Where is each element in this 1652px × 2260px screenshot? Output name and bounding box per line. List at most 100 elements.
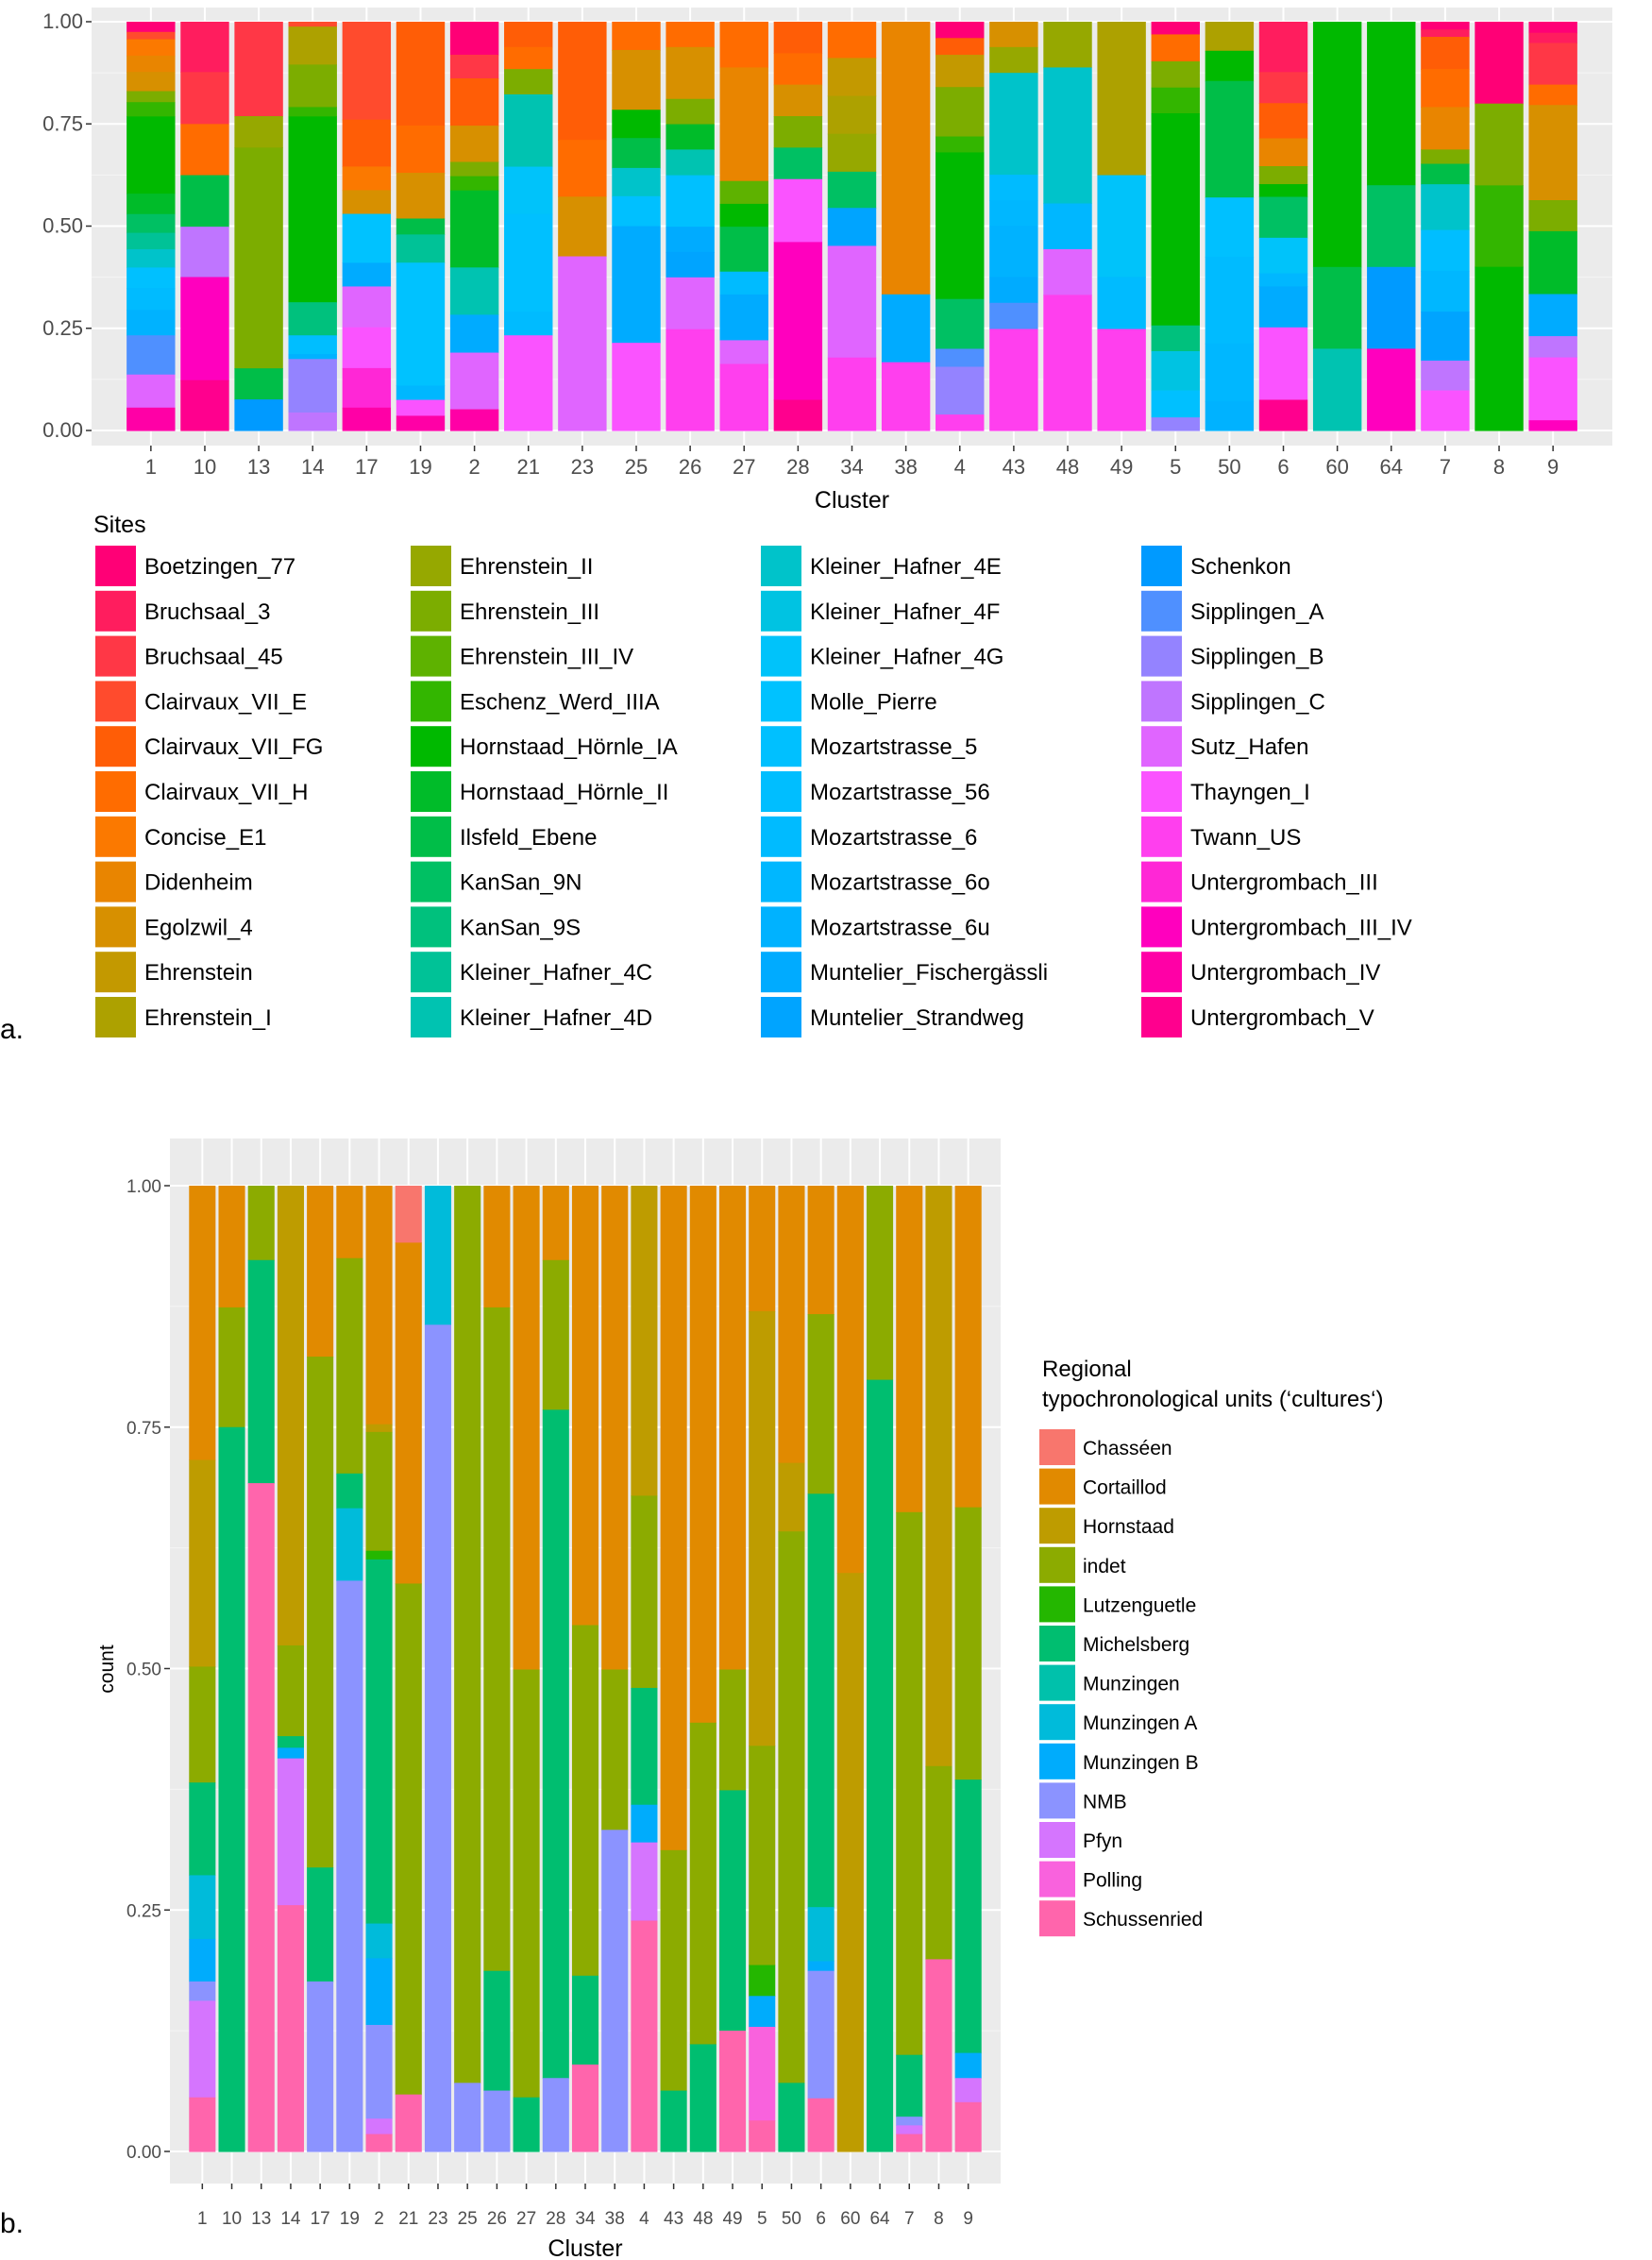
bar-segment-kansan-9s <box>288 302 337 336</box>
legend-item-culture: Cortaillod <box>1039 1468 1167 1505</box>
legend-key-swatch <box>1039 1782 1075 1819</box>
x-tick-label: 13 <box>251 2209 271 2229</box>
bar-segment-clairvaux-vii-h <box>558 140 607 197</box>
bar-segment-egolzwil-4 <box>1528 105 1577 201</box>
x-tick-label: 26 <box>679 455 701 479</box>
bar-cluster-60 <box>836 1186 864 2152</box>
bar-segment-nmb <box>896 2117 923 2126</box>
bar-segment-untergrombach-iv <box>449 409 499 431</box>
bar-segment-muntelier-fischerg-ssli <box>666 227 715 253</box>
bar-segment-cortaillod <box>513 1186 540 1671</box>
bar-segment-hornstaad-h-rnle-ii <box>126 194 176 215</box>
legend-item-site: Kleiner_Hafner_4G <box>761 635 1003 677</box>
bar-segment-indet <box>749 1746 776 1966</box>
bar-cluster-27 <box>719 22 768 431</box>
legend-item-culture: Munzingen <box>1039 1664 1180 1701</box>
bar-cluster-23 <box>558 22 607 431</box>
bar-segment-mozartstrasse-6u <box>288 354 337 360</box>
bar-cluster-43 <box>660 1186 687 2152</box>
legend-item-culture: NMB <box>1039 1782 1127 1819</box>
bar-segment-clairvaux-vii-h <box>1151 34 1200 62</box>
bar-segment-indet <box>867 1186 894 1381</box>
bar-segment-bruchsaal-3 <box>1258 22 1308 73</box>
bar-cluster-17 <box>307 1186 334 2152</box>
bar-cluster-26 <box>666 22 715 431</box>
bar-segment-hornstaad-h-rnle-ia <box>1312 22 1362 268</box>
bar-segment-schenkon <box>1367 266 1416 349</box>
legend-item-site: Sipplingen_A <box>1141 590 1323 632</box>
bar-segment-cortaillod <box>749 1186 776 1312</box>
bar-cluster-14 <box>288 22 337 431</box>
bar-cluster-19 <box>396 22 446 431</box>
bar-segment-michelsberg <box>718 1790 747 2032</box>
bar-cluster-28 <box>542 1186 569 2152</box>
bar-segment-eschenz-werd-iiia <box>449 176 499 192</box>
bar-segment-ehrenstein-iii <box>288 64 337 109</box>
legend-item-site: Boetzingen_77 <box>95 546 295 586</box>
bar-segment-bruchsaal-45 <box>1258 72 1308 104</box>
bar-segment-didenheim <box>126 55 176 73</box>
bar-segment-eschenz-werd-iiia <box>936 136 985 154</box>
x-tick-label: 38 <box>894 455 917 479</box>
bar-segment-egolzwil-4 <box>449 126 499 163</box>
bar-segment-thayngen-i <box>773 178 823 243</box>
bar-segment-clairvaux-vii-fg <box>396 22 446 126</box>
bar-segment-michelsberg <box>631 1687 658 1806</box>
bar-segment-michelsberg <box>896 2054 923 2117</box>
bar-cluster-7 <box>896 1186 923 2152</box>
y-tick-label: 1.00 <box>126 1177 161 1197</box>
bar-segment-hornstaad-h-rnle-ii <box>1528 230 1577 295</box>
legend-key-swatch <box>411 997 451 1037</box>
bar-segment-hornstaad <box>778 1462 805 1532</box>
legend-title-sites: Sites <box>93 512 146 538</box>
bar-cluster-26 <box>483 1186 511 2152</box>
bar-cluster-5 <box>1151 22 1200 431</box>
legend-item-site: Sutz_Hafen <box>1141 726 1308 767</box>
bar-segment-sutz-hafen <box>342 286 392 329</box>
bar-segment-michelsberg <box>778 2083 805 2152</box>
bar-segment-egolzwil-4 <box>558 196 607 258</box>
bar-segment-clairvaux-vii-fg <box>1421 37 1470 70</box>
bar-segment-indet <box>601 1669 629 1830</box>
bar-segment-mozartstrasse-6o <box>1043 203 1092 250</box>
bar-segment-twann-us <box>989 329 1038 431</box>
bar-segment-ilsfeld-ebene <box>612 138 661 169</box>
bar-cluster-34 <box>571 1186 599 2152</box>
legend-label: Lutzenguetle <box>1083 1594 1196 1616</box>
bar-segment-cortaillod <box>571 1186 599 1627</box>
legend-key-swatch <box>411 906 451 948</box>
bar-segment-ilsfeld-ebene <box>396 218 446 235</box>
bar-segment-clairvaux-vii-fg <box>1258 103 1308 140</box>
bar-segment-hornstaad-h-rnle-ia <box>612 110 661 139</box>
legend-key-swatch <box>411 816 451 857</box>
x-tick-label: 27 <box>516 2209 536 2229</box>
bar-segment-didenheim <box>1258 138 1308 167</box>
bar-segment-kleiner-hafner-4e <box>612 167 661 197</box>
bar-segment-indet <box>660 1849 687 2092</box>
x-tick-label: 50 <box>1218 455 1240 479</box>
legend-label: Michelsberg <box>1083 1634 1189 1656</box>
legend-item-culture: Chasséen <box>1039 1429 1172 1465</box>
legend-key-swatch <box>1039 1861 1075 1897</box>
bar-segment-eschenz-werd-iiia <box>1475 185 1524 268</box>
bar-segment-nmb <box>336 1580 363 2152</box>
legend-item-site: Clairvaux_VII_H <box>95 771 308 812</box>
legend-item-site: Muntelier_Strandweg <box>761 997 1024 1037</box>
bar-segment-michelsberg <box>277 1736 304 1748</box>
legend-item-site: Untergrombach_V <box>1141 997 1374 1037</box>
bar-segment-untergrombach-v <box>1258 399 1308 431</box>
bar-segment-eschenz-werd-iiia <box>126 102 176 117</box>
bar-segment-mozartstrasse-6 <box>126 288 176 311</box>
legend-label: Bruchsaal_3 <box>144 599 270 625</box>
bar-segment-kansan-9n <box>1258 196 1308 239</box>
bar-segment-indet <box>336 1257 363 1475</box>
bar-segment-eschenz-werd-iiia <box>1151 87 1200 114</box>
bar-cluster-13 <box>234 22 283 431</box>
x-tick-label: 7 <box>904 2209 915 2229</box>
legend-label: Ehrenstein_I <box>144 1005 272 1031</box>
bar-segment-mozartstrasse-5 <box>126 267 176 289</box>
legend-label: Untergrombach_III_IV <box>1190 915 1412 940</box>
legend-label: Munzingen A <box>1083 1712 1197 1734</box>
legend-key-swatch <box>1141 861 1182 902</box>
bar-segment-lutzenguetle <box>365 1550 393 1560</box>
